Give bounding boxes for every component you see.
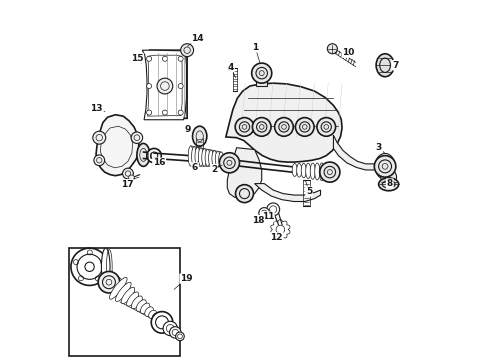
Circle shape xyxy=(98,271,120,293)
Ellipse shape xyxy=(126,292,138,306)
Circle shape xyxy=(178,110,183,115)
Circle shape xyxy=(235,185,253,203)
Circle shape xyxy=(146,84,151,89)
Circle shape xyxy=(122,168,133,179)
Ellipse shape xyxy=(144,307,153,316)
Text: 14: 14 xyxy=(190,34,203,43)
Ellipse shape xyxy=(204,149,210,166)
Circle shape xyxy=(128,175,134,181)
Circle shape xyxy=(319,162,339,182)
Ellipse shape xyxy=(208,150,213,166)
Polygon shape xyxy=(333,135,380,170)
Circle shape xyxy=(326,44,337,54)
Circle shape xyxy=(258,208,269,219)
Text: 6: 6 xyxy=(191,163,198,172)
Ellipse shape xyxy=(195,147,200,166)
Ellipse shape xyxy=(195,156,203,163)
Circle shape xyxy=(131,132,142,143)
Circle shape xyxy=(178,84,183,89)
Ellipse shape xyxy=(323,163,328,181)
Circle shape xyxy=(180,44,193,57)
Text: 10: 10 xyxy=(342,48,354,57)
Ellipse shape xyxy=(148,310,156,319)
Circle shape xyxy=(295,118,313,136)
Text: 8: 8 xyxy=(386,179,392,188)
Ellipse shape xyxy=(305,163,310,179)
Circle shape xyxy=(163,321,177,336)
Text: 19: 19 xyxy=(180,274,192,283)
Circle shape xyxy=(251,63,271,83)
Circle shape xyxy=(373,156,395,177)
Ellipse shape xyxy=(301,163,305,178)
Ellipse shape xyxy=(314,163,319,180)
Ellipse shape xyxy=(101,248,110,285)
Text: 15: 15 xyxy=(130,54,143,63)
Ellipse shape xyxy=(378,178,398,191)
Text: 2: 2 xyxy=(210,165,217,174)
Text: 9: 9 xyxy=(184,125,191,134)
Text: 5: 5 xyxy=(305,187,311,196)
Text: 12: 12 xyxy=(270,233,283,242)
Circle shape xyxy=(266,203,279,216)
Ellipse shape xyxy=(115,282,131,301)
Ellipse shape xyxy=(191,147,196,166)
Circle shape xyxy=(219,153,239,173)
Circle shape xyxy=(162,110,167,115)
Text: 3: 3 xyxy=(375,143,381,152)
Circle shape xyxy=(235,118,253,136)
Ellipse shape xyxy=(136,300,146,311)
Ellipse shape xyxy=(218,152,223,166)
Circle shape xyxy=(71,248,108,285)
Circle shape xyxy=(147,148,161,163)
Circle shape xyxy=(274,118,293,136)
Circle shape xyxy=(316,118,335,136)
Ellipse shape xyxy=(198,148,203,166)
Circle shape xyxy=(146,110,151,115)
Polygon shape xyxy=(254,184,320,202)
Ellipse shape xyxy=(140,303,149,314)
Ellipse shape xyxy=(131,296,142,309)
Bar xyxy=(255,73,267,86)
Ellipse shape xyxy=(202,149,206,166)
Text: 17: 17 xyxy=(121,180,133,189)
Ellipse shape xyxy=(292,163,297,176)
Circle shape xyxy=(380,169,396,185)
Ellipse shape xyxy=(296,163,301,177)
Circle shape xyxy=(252,118,270,136)
Circle shape xyxy=(146,56,151,61)
Circle shape xyxy=(94,155,104,166)
Polygon shape xyxy=(96,115,139,176)
Ellipse shape xyxy=(309,163,315,179)
Text: 11: 11 xyxy=(261,212,273,221)
Circle shape xyxy=(93,131,105,144)
Ellipse shape xyxy=(121,287,135,304)
Ellipse shape xyxy=(375,54,393,77)
Text: 1: 1 xyxy=(252,43,258,52)
Polygon shape xyxy=(225,83,341,162)
Ellipse shape xyxy=(192,126,206,146)
Text: 13: 13 xyxy=(90,104,103,113)
Polygon shape xyxy=(142,50,186,120)
Ellipse shape xyxy=(211,151,217,166)
Circle shape xyxy=(162,56,167,61)
Ellipse shape xyxy=(215,151,220,166)
Ellipse shape xyxy=(188,146,193,166)
Ellipse shape xyxy=(109,277,127,299)
Text: 4: 4 xyxy=(227,63,234,72)
Circle shape xyxy=(169,327,181,338)
Text: 7: 7 xyxy=(391,61,398,70)
Circle shape xyxy=(151,312,172,333)
Ellipse shape xyxy=(319,163,324,181)
Ellipse shape xyxy=(137,143,149,166)
Text: 18: 18 xyxy=(251,216,264,225)
Ellipse shape xyxy=(152,313,160,321)
Bar xyxy=(69,248,180,356)
Polygon shape xyxy=(227,148,261,199)
Polygon shape xyxy=(148,50,187,118)
Circle shape xyxy=(175,332,184,341)
Circle shape xyxy=(178,56,183,61)
Circle shape xyxy=(157,78,172,94)
Text: 16: 16 xyxy=(153,158,165,167)
